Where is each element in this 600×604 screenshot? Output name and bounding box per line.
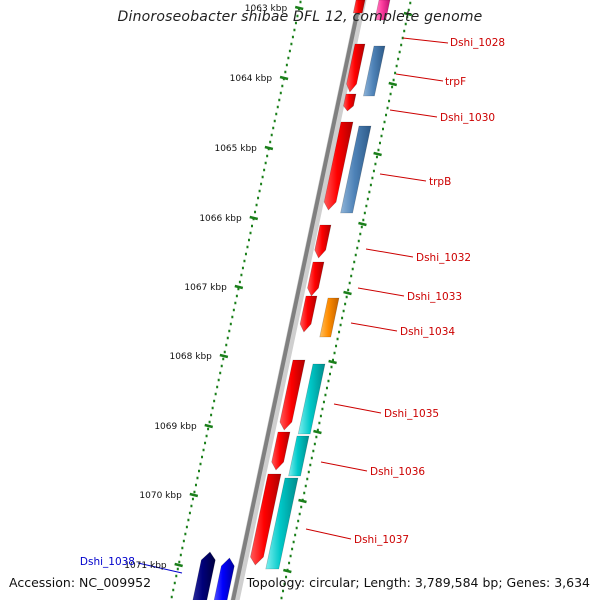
gene-label-leader bbox=[379, 173, 427, 182]
ruler-major-tick bbox=[294, 5, 304, 11]
ruler-outer-major-tick bbox=[358, 221, 367, 227]
backbone-line bbox=[230, 0, 362, 604]
ruler-outer-major-tick bbox=[328, 359, 337, 365]
ruler-ticks bbox=[170, 0, 413, 600]
gene-label-leader bbox=[305, 528, 352, 540]
gene-dshi-1034 bbox=[299, 295, 318, 333]
gene-label: Dshi_1037 bbox=[354, 534, 409, 546]
ruler-major-tick bbox=[174, 562, 183, 568]
gene-dshi-1028 bbox=[346, 43, 366, 93]
gene-label-leader bbox=[357, 287, 405, 297]
gene-label-leader bbox=[395, 73, 444, 82]
cds-dshi-1037 bbox=[265, 477, 299, 570]
accession-text: Accession: NC_009952 bbox=[9, 575, 152, 590]
ruler-label: 1069 kbp bbox=[154, 422, 197, 432]
ruler-label: 1068 kbp bbox=[169, 352, 212, 362]
gene-label: Dshi_1033 bbox=[407, 291, 462, 303]
map-title: Dinoroseobacter shibae DFL 12, complete … bbox=[117, 9, 483, 25]
ruler-label: 1070 kbp bbox=[139, 491, 182, 501]
ruler-major-tick bbox=[219, 353, 229, 359]
gene-label: Dshi_1038 bbox=[80, 556, 135, 568]
gene-label-leader bbox=[402, 37, 449, 44]
gene-label: Dshi_1030 bbox=[440, 112, 495, 124]
gene-label-leader bbox=[350, 322, 398, 332]
cds-dshi-1036 bbox=[288, 435, 310, 477]
gene-dshi-1033 bbox=[307, 261, 325, 297]
gene-dshi-1032 bbox=[314, 224, 332, 259]
ruler-major-tick bbox=[189, 492, 199, 498]
ruler-major-tick bbox=[249, 215, 259, 221]
gene-label-leader bbox=[137, 562, 183, 574]
cds-dshi-1028 bbox=[363, 45, 386, 97]
ruler-label: 1071 kbp bbox=[124, 561, 167, 571]
ruler-label: 1065 kbp bbox=[214, 144, 257, 154]
ruler-outer-major-tick bbox=[343, 290, 352, 296]
gene-label: trpB bbox=[429, 176, 451, 188]
ruler-outer-major-tick bbox=[388, 81, 398, 87]
rna-feature bbox=[374, 0, 391, 21]
gene-dshi-1035 bbox=[279, 359, 306, 431]
gene-label-leader bbox=[365, 248, 414, 258]
ruler-major-tick bbox=[204, 423, 214, 429]
gene-dshi-1027 bbox=[352, 0, 366, 14]
ruler-label: 1063 kbp bbox=[245, 4, 288, 14]
gene-trpb bbox=[323, 121, 354, 211]
cds-dshi-1034 bbox=[319, 297, 340, 338]
gene-label: trpF bbox=[445, 76, 466, 88]
ruler-labels: 1063 kbp 1064 kbp 1065 kbp 1066 kbp 1067 kbp… bbox=[124, 4, 287, 571]
gene-dshi-1039 bbox=[212, 557, 235, 604]
gene-dshi-1037 bbox=[250, 473, 282, 566]
gene-label: Dshi_1035 bbox=[384, 408, 439, 420]
ruler-label: 1066 kbp bbox=[199, 214, 242, 224]
ruler-outer-major-tick bbox=[283, 568, 292, 574]
ruler-major-tick bbox=[279, 75, 289, 81]
ruler-outer-major-tick bbox=[298, 498, 307, 504]
gene-labels: Dshi_1028 trpF Dshi_1030 trpB Dshi_1032 Dshi_… bbox=[80, 37, 505, 568]
gene-label: Dshi_1034 bbox=[400, 326, 455, 338]
ruler-major-tick bbox=[264, 145, 274, 151]
gene-label: Dshi_1036 bbox=[370, 466, 425, 478]
gene-dshi-1036 bbox=[271, 431, 291, 471]
gene-label-leader bbox=[389, 109, 438, 118]
genome-summary-text: Topology: circular; Length: 3,789,584 bp… bbox=[246, 575, 590, 590]
gene-label-leader bbox=[320, 461, 368, 472]
cds-trpb bbox=[340, 125, 372, 214]
ruler-outer-major-tick bbox=[373, 151, 382, 157]
gene-dshi-1038 bbox=[191, 551, 216, 604]
gene-label-leader bbox=[333, 403, 382, 414]
gene-label: Dshi_1028 bbox=[450, 37, 505, 49]
ruler-label: 1064 kbp bbox=[230, 74, 273, 84]
ruler-major-tick bbox=[234, 284, 244, 290]
ruler-outer-major-tick bbox=[313, 429, 322, 435]
cds-dshi-1035 bbox=[297, 363, 326, 435]
ruler-label: 1067 kbp bbox=[184, 283, 227, 293]
ruler-outer-major-tick bbox=[403, 11, 413, 17]
label-leader-lines bbox=[137, 37, 449, 574]
gene-label: Dshi_1032 bbox=[416, 252, 471, 264]
gene-features bbox=[191, 0, 391, 604]
gene-trpf bbox=[343, 93, 357, 112]
